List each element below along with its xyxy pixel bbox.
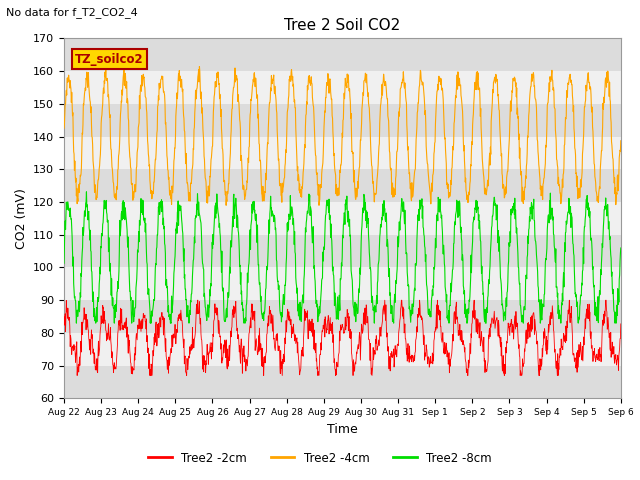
Bar [64,300,621,333]
Bar [64,38,621,71]
Legend: Tree2 -2cm, Tree2 -4cm, Tree2 -8cm: Tree2 -2cm, Tree2 -4cm, Tree2 -8cm [143,447,497,469]
Text: TZ_soilco2: TZ_soilco2 [75,53,144,66]
Y-axis label: CO2 (mV): CO2 (mV) [15,188,28,249]
Bar [64,169,621,202]
Bar [64,235,621,267]
Title: Tree 2 Soil CO2: Tree 2 Soil CO2 [284,18,401,33]
Text: No data for f_T2_CO2_4: No data for f_T2_CO2_4 [6,7,138,18]
Bar [64,104,621,137]
Bar [64,71,621,104]
X-axis label: Time: Time [327,423,358,436]
Bar [64,366,621,398]
Bar [64,267,621,300]
Bar [64,137,621,169]
Bar [64,333,621,366]
Bar [64,202,621,235]
